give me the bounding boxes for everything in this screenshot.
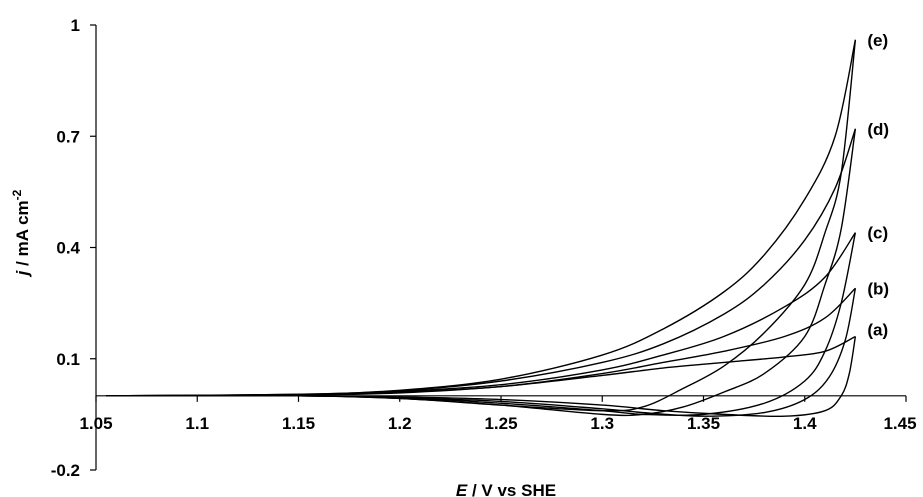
y-tick-label: 0.4 xyxy=(56,239,80,258)
y-tick-group: 1 0.7 0.4 0.1 -0.2 xyxy=(51,16,96,480)
curve-b-forward xyxy=(106,287,856,397)
curve-label-d: (d) xyxy=(867,120,889,139)
x-axis-title-text: / V vs SHE xyxy=(467,481,556,497)
x-tick-label: 1.15 xyxy=(282,414,315,433)
y-tick-label: 0.7 xyxy=(56,127,80,146)
x-tick-label: 1.3 xyxy=(590,414,614,433)
x-tick-label: 1.1 xyxy=(185,414,209,433)
curve-label-b: (b) xyxy=(867,279,889,298)
x-axis-title: E / V vs SHE xyxy=(456,481,556,497)
curve-e-reverse xyxy=(106,39,857,412)
curve-label-group: (a) (b) (c) (d) (e) xyxy=(867,31,889,340)
curve-d-forward xyxy=(106,128,857,397)
x-tick-label: 1.25 xyxy=(484,414,517,433)
curve-label-c: (c) xyxy=(867,224,888,243)
x-tick-label: 1.45 xyxy=(883,414,916,433)
y-axis-title-text: / mA cm xyxy=(13,200,32,270)
curve-group xyxy=(106,39,857,418)
curve-d-reverse xyxy=(106,128,857,417)
curve-label-e: (e) xyxy=(867,31,888,50)
curve-c-forward xyxy=(106,232,856,397)
y-axis-title-superscript: -2 xyxy=(10,189,24,200)
x-tick-group: 1.05 1.1 1.15 1.2 1.25 1.3 1.35 1.4 1.45 xyxy=(79,395,917,433)
curve-e-forward xyxy=(106,39,857,397)
curve-label-a: (a) xyxy=(867,321,888,340)
y-tick-label: -0.2 xyxy=(51,461,80,480)
x-axis-title-symbol: E xyxy=(456,481,468,497)
x-tick-label: 1.35 xyxy=(687,414,720,433)
x-tick-label: 1.2 xyxy=(388,414,412,433)
x-tick-label: 1.4 xyxy=(793,414,817,433)
x-tick-label: 1.05 xyxy=(79,414,112,433)
y-axis-title-symbol: j xyxy=(13,269,32,277)
y-tick-label: 1 xyxy=(71,16,80,35)
y-tick-label: 0.1 xyxy=(56,350,80,369)
y-axis-title: j / mA cm-2 xyxy=(10,189,32,277)
